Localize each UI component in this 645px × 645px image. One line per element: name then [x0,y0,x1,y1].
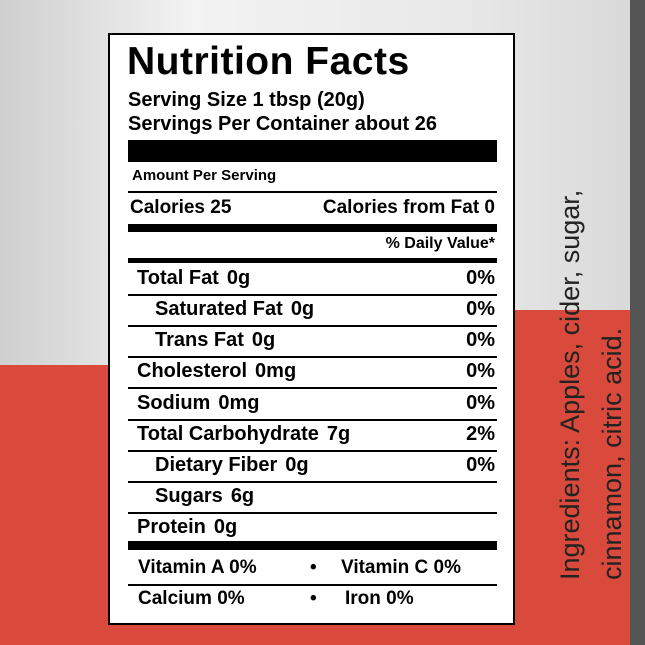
vitamin: Calcium 0% [138,588,245,609]
nutrient-amount: 0mg [218,392,260,414]
nutrient-amount: 0g [251,329,276,351]
rule [128,584,497,586]
separator: • [310,557,317,578]
rule [128,325,497,327]
daily-value-header: % Daily Value* [385,235,495,252]
vitamin: Vitamin C 0% [341,557,462,578]
ingredients: cinnamon, citric acid. [597,327,627,580]
daily-value: 0% [466,329,495,351]
calories-from-fat: Calories from Fat 0 [322,197,495,218]
daily-value: 0% [466,360,495,382]
nutrient-amount: 0mg [255,360,297,382]
rule [128,191,497,193]
servings-per-container: Servings Per Container about 26 [128,113,437,135]
nutrient-name: Total Fat 0g [137,267,251,289]
nutrient-amount: 6g [230,485,255,507]
thick-bar [128,541,497,550]
rule [128,294,497,296]
daily-value: 0% [466,267,495,289]
rule [128,419,497,421]
nutrient-name: Protein 0g [137,516,238,538]
thick-bar [128,258,497,263]
nutrient-name: Trans Fat 0g [155,329,276,351]
bg-red-right [515,310,635,370]
nutrient-name: Saturated Fat 0g [155,298,315,320]
amount-per-serving: Amount Per Serving [132,167,277,184]
nutrient-name: Total Carbohydrate 7g [137,423,351,445]
nutrient-amount: 0g [226,267,251,289]
rule [128,387,497,389]
nutrient-amount: 0g [290,298,315,320]
nutrient-name: Sugars 6g [155,485,255,507]
rule [128,356,497,358]
thick-bar [128,224,497,232]
separator: • [310,588,317,609]
nutrient-amount: 7g [326,423,351,445]
calories: Calories 25 [130,197,232,218]
bg-dark-strip [630,0,645,645]
nutrient-name: Sodium 0mg [137,392,260,414]
rule [128,450,497,452]
ingredients: Ingredients: Apples, cider, sugar, [555,189,585,580]
rule [128,481,497,483]
daily-value: 0% [466,454,495,476]
serving-size: Serving Size 1 tbsp (20g) [128,89,365,111]
daily-value: 0% [466,298,495,320]
rule [128,512,497,514]
title: Nutrition Facts [127,40,410,83]
nutrient-name: Cholesterol 0mg [137,360,297,382]
vitamin: Vitamin A 0% [138,557,257,578]
nutrient-amount: 0g [285,454,309,476]
nutrient-name: Dietary Fiber 0g [155,454,309,476]
nutrient-amount: 0g [213,516,238,538]
thick-bar [128,140,497,162]
label-box [108,33,515,625]
vitamin: Iron 0% [345,588,414,609]
daily-value: 0% [466,392,495,414]
daily-value: 2% [466,423,495,445]
